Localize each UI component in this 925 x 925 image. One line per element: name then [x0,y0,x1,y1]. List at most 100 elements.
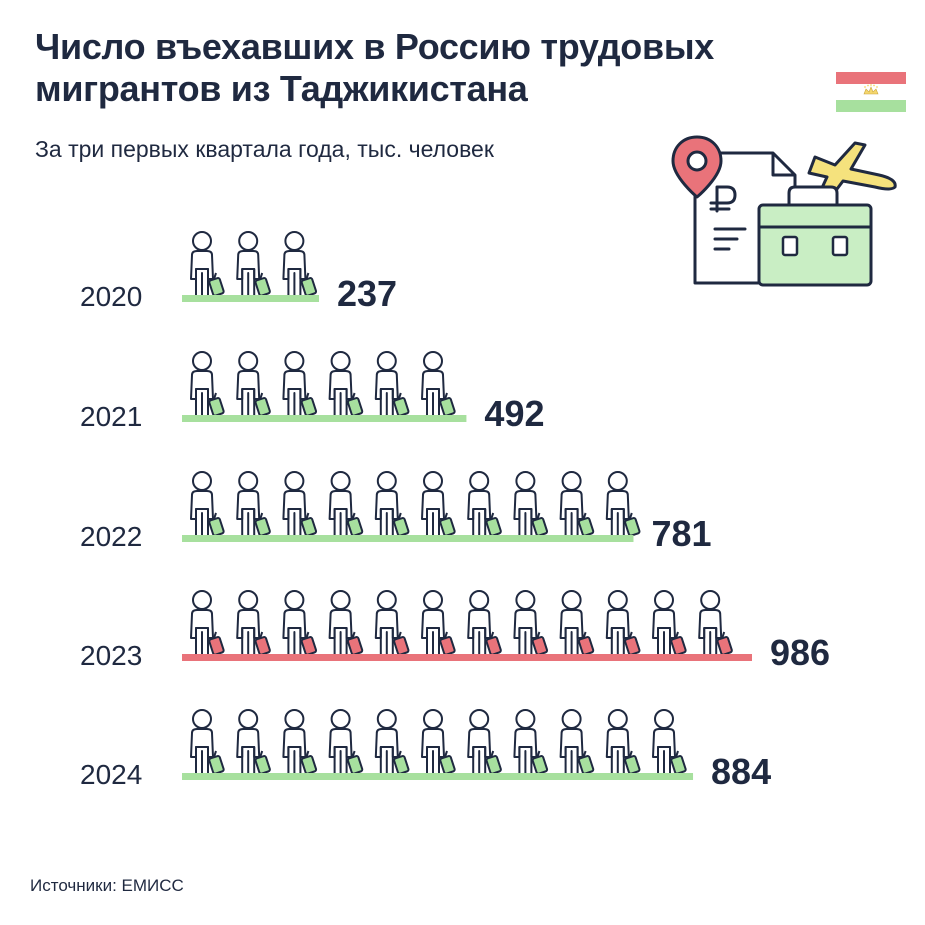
migrant-person-icon [421,590,456,657]
migrant-person-icon [282,471,318,538]
migrant-person-icon [190,471,225,538]
value-label: 884 [711,751,771,792]
suitcase-icon [208,512,225,537]
migrant-person-icon [467,471,502,538]
suitcase-icon [346,631,364,656]
suitcase-icon [254,512,271,537]
category-label: 2023 [80,640,142,671]
migrant-person-icon [236,709,271,776]
migrant-person-icon [328,471,364,538]
migrant-person-icon [282,590,318,657]
chart-row-2023: 2023 986 [80,590,830,673]
migrant-person-icon [374,709,410,776]
migrant-person-icon [190,709,225,776]
migrant-person-icon [698,590,733,657]
suitcase-icon [346,512,364,537]
suitcase-icon [300,631,318,656]
chart-title: Число въехавших в Россию трудовых мигран… [35,26,835,110]
migrant-person-icon [421,351,456,418]
migrant-person-icon [374,590,410,657]
migrant-person-icon [559,471,595,538]
value-label: 237 [337,273,397,314]
suitcase-icon [254,631,271,656]
category-label: 2021 [80,401,142,432]
suitcase-icon [485,750,502,775]
migrant-person-icon [328,351,364,418]
value-label: 986 [770,632,830,673]
migrant-person-icon [652,709,687,776]
bar-2021 [182,415,467,422]
migrant-person-icon [236,471,271,538]
migrant-person-icon [236,351,271,418]
chart-row-2022: 2022 781 [80,471,712,554]
suitcase-icon [624,750,641,775]
suitcase-icon [716,631,733,656]
migrant-person-icon [421,709,456,776]
suitcase-icon [577,750,595,775]
suitcase-icon [254,392,271,417]
chart-title-line-2: мигрантов из Таджикистана [35,68,528,109]
travel-illustration [671,135,897,287]
suitcase-icon [439,631,456,656]
suitcase-icon [577,512,595,537]
migrant-person-icon [374,351,410,418]
suitcase-icon [300,750,318,775]
suitcase-icon [346,392,364,417]
category-label: 2024 [80,759,142,790]
migrant-person-icon [374,471,410,538]
migrant-person-icon [513,471,549,538]
value-label: 492 [484,393,544,434]
suitcase-icon [393,512,410,537]
migrant-person-icon [421,471,456,538]
suitcase-icon [439,512,456,537]
migrant-person-icon [513,590,549,657]
suitcase-icon [577,631,595,656]
migrant-person-icon [190,351,225,418]
migrant-person-icon [328,709,364,776]
value-label: 781 [651,513,711,554]
chart-row-2020: 2020 237 [80,231,397,314]
suitcase-icon [531,750,549,775]
source-note: Источники: ЕМИСС [30,876,184,895]
suitcase-icon [300,392,318,417]
chart-title-line-1: Число въехавших в Россию трудовых [35,26,714,67]
migrant-person-icon [559,590,595,657]
suitcase-icon [393,392,410,417]
suitcase-icon [300,272,318,297]
suitcase-icon [393,750,410,775]
suitcase-icon [531,512,549,537]
suitcase-icon [670,750,687,775]
bar-2023 [182,654,752,661]
migrant-person-icon [328,590,364,657]
suitcase-icon [346,750,364,775]
migrant-person-icon [605,471,641,538]
migrant-person-icon [605,590,641,657]
migrant-person-icon [467,709,502,776]
migrant-person-icon [282,351,318,418]
suitcase-icon [300,512,318,537]
category-label: 2022 [80,521,142,552]
suitcase-icon [208,392,225,417]
suitcase-icon [439,750,456,775]
suitcase-icon [208,750,225,775]
bar-2024 [182,773,694,780]
suitcase-icon [393,631,410,656]
migrant-person-icon [190,590,225,657]
flag-crown-icon [863,84,879,95]
suitcase-icon [208,631,225,656]
bar-2022 [182,535,634,542]
migrant-person-icon [467,590,502,657]
chart-row-2021: 2021 492 [80,351,545,434]
migrant-person-icon [652,590,687,657]
migrant-person-icon [513,709,549,776]
suitcase-icon [485,631,502,656]
suitcase-icon [531,631,549,656]
migrant-person-icon [605,709,641,776]
suitcase-icon [624,512,641,537]
migrant-person-icon [559,709,595,776]
suitcase-icon [254,272,271,297]
migrant-person-icon [236,231,271,298]
chart-row-2024: 2024 884 [80,709,771,792]
suitcase-icon [439,392,456,417]
